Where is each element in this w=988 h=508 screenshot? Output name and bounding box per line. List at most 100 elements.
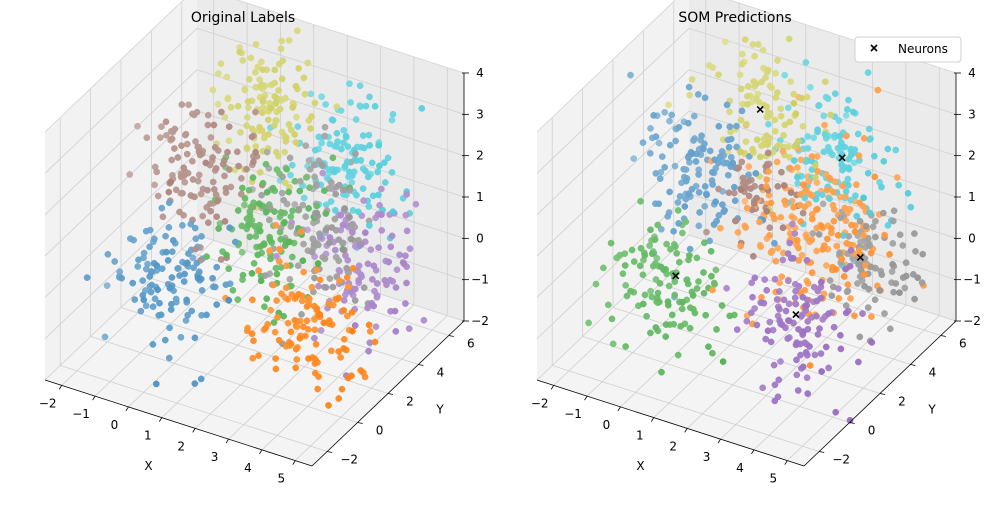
data-point-series-1 [671,278,679,286]
data-point-series-7 [844,175,852,183]
data-point-series-3 [833,242,841,250]
data-point-series-3 [266,233,273,241]
data-point-series-1 [129,279,137,287]
data-point-series-5 [356,242,363,250]
data-point-series-7 [252,143,260,150]
data-point-series-7 [256,123,263,131]
data-point-series-2 [799,293,807,301]
data-point-series-1 [622,282,630,289]
data-point-series-7 [217,60,225,67]
data-point-series-7 [300,74,308,82]
data-point-series-3 [856,199,864,207]
data-point-series-7 [866,209,874,217]
data-point-series-4 [670,227,677,235]
data-point-series-4 [235,162,242,170]
data-point-series-5 [919,250,927,258]
y-tick-label: 4 [929,366,937,380]
x-tick-label: −2 [39,396,57,410]
x-axis-label: X [144,459,152,473]
data-point-series-7 [892,146,900,154]
data-point-series-4 [730,183,738,191]
y-axis-label: Y [435,403,444,417]
data-point-series-3 [245,186,253,194]
data-point-series-1 [585,319,592,327]
data-point-series-4 [168,156,176,164]
data-point-series-2 [791,294,799,302]
data-point-series-8 [327,198,335,205]
data-point-series-1 [158,204,166,212]
data-point-series-7 [292,82,300,90]
data-point-series-1 [654,221,662,229]
data-point-series-6 [299,201,307,209]
data-point-series-7 [333,103,341,111]
data-point-series-1 [719,358,727,365]
x-tick [158,417,163,422]
data-point-series-5 [373,292,381,299]
data-point-series-8 [375,142,383,149]
data-point-series-1 [184,311,192,319]
data-point-series-8 [381,179,389,186]
data-point-series-8 [366,222,373,229]
data-point-series-7 [866,136,873,143]
data-point-series-6 [764,139,772,147]
data-point-series-2 [292,293,300,301]
data-point-series-4 [204,219,212,227]
data-point-series-3 [296,187,304,195]
data-point-series-2 [311,355,319,363]
data-point-series-6 [335,257,343,265]
data-point-series-5 [809,230,817,237]
data-point-series-3 [272,264,280,272]
data-point-series-6 [258,191,265,199]
data-point-series-1 [682,218,690,226]
data-point-series-1 [653,294,661,302]
x-axis: −2 −1 0 1 2 3 4 5 [531,379,805,486]
data-point-series-3 [793,236,801,244]
data-point-series-1 [142,227,150,235]
data-point-series-1 [675,258,683,266]
data-point-series-3 [229,286,237,294]
data-point-series-4 [652,133,660,140]
data-point-series-2 [806,343,813,350]
data-point-series-3 [239,184,246,192]
data-point-series-3 [847,295,854,302]
data-point-series-7 [244,114,251,121]
data-point-series-1 [592,280,600,288]
z-tick-label: −2 [471,314,489,328]
legend-label: Neurons [898,42,948,56]
data-point-series-1 [648,250,656,258]
data-point-series-7 [243,122,250,129]
x-tick-label: 0 [603,418,611,432]
data-point-series-5 [872,217,879,225]
data-point-series-4 [162,118,170,126]
data-point-series-2 [249,296,256,304]
data-point-series-5 [869,223,877,231]
data-point-series-4 [158,123,165,130]
data-point-series-1 [668,311,676,319]
data-point-series-2 [284,296,292,303]
data-point-series-3 [835,295,843,302]
data-point-series-7 [812,195,820,203]
data-point-series-4 [672,137,679,145]
data-point-series-4 [681,203,689,210]
x-tick-label: 1 [636,429,644,443]
data-point-series-2 [751,274,759,282]
data-point-series-4 [657,225,665,233]
data-point-series-3 [868,313,875,320]
data-point-series-5 [335,266,343,274]
data-point-series-3 [263,188,271,196]
data-point-series-1 [152,380,160,388]
data-point-series-1 [151,295,159,303]
data-point-series-4 [217,256,225,263]
data-point-series-6 [294,262,302,270]
data-point-series-1 [146,243,153,251]
data-point-series-6 [327,179,335,186]
data-point-series-2 [793,356,800,364]
data-point-series-7 [237,129,244,136]
chart-panel-1: −2 −1 0 1 2 3 4 5 X −2 0 2 4 6 Y −2 −1 0 1 2 3 4 Original Labe… [39,0,489,486]
data-point-series-3 [797,156,805,164]
y-tick [819,451,825,453]
data-point-series-2 [748,279,756,287]
data-point-series-4 [178,142,185,150]
data-point-series-2 [349,327,356,335]
data-point-series-1 [662,321,670,328]
